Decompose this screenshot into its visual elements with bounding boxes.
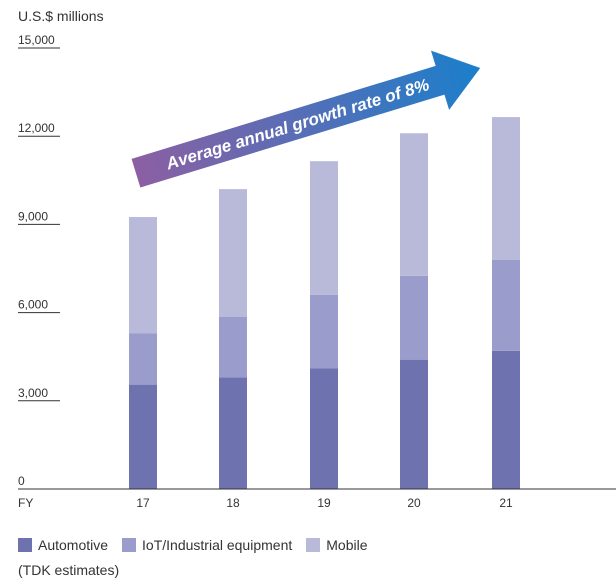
x-tick-label: 18 — [226, 496, 240, 510]
estimate-note: (TDK estimates) — [18, 562, 120, 578]
bar-segment-automotive-fy17 — [129, 384, 157, 489]
stacked-bar-chart: 0 3,000 6,000 9,000 12,000 15,000 FY 17 18 19 20… — [18, 33, 616, 510]
bar-segment-iot-fy18 — [219, 317, 247, 378]
bar-segment-mobile-fy17 — [129, 217, 157, 334]
x-axis-prefix: FY — [18, 496, 33, 510]
x-axis-labels: 17 18 19 20 21 — [136, 496, 513, 510]
legend-swatch-automotive — [18, 538, 32, 552]
y-axis-ticks: 0 3,000 6,000 9,000 12,000 15,000 — [18, 33, 60, 488]
y-tick-label: 3,000 — [18, 386, 48, 400]
growth-arrow-shape — [131, 50, 481, 188]
y-axis-unit-label: U.S.$ millions — [18, 8, 104, 24]
x-tick-label: 20 — [407, 496, 421, 510]
growth-arrow: Average annual growth rate of 8% — [131, 50, 481, 188]
legend-swatch-mobile — [306, 538, 321, 552]
bar-segment-automotive-fy20 — [400, 359, 428, 489]
y-tick-label: 0 — [18, 474, 25, 488]
bar-segment-automotive-fy18 — [219, 377, 247, 489]
bar-segment-iot-fy21 — [492, 259, 520, 351]
bar-segment-automotive-fy21 — [492, 350, 520, 489]
bar-segment-mobile-fy21 — [492, 117, 520, 260]
growth-annotation: Average annual growth rate of 8% — [163, 75, 431, 174]
x-tick-label: 19 — [317, 496, 331, 510]
legend-swatch-iot — [122, 538, 137, 552]
legend-label-mobile: Mobile — [326, 537, 368, 553]
x-tick-label: 17 — [136, 496, 150, 510]
y-tick-label: 9,000 — [18, 209, 48, 223]
x-tick-label: 21 — [499, 496, 513, 510]
y-tick-label: 12,000 — [18, 121, 55, 135]
bar-segment-mobile-fy19 — [310, 161, 338, 295]
bars — [129, 117, 520, 489]
bar-segment-iot-fy17 — [129, 333, 157, 385]
y-tick-label: 15,000 — [18, 33, 55, 47]
bar-segment-mobile-fy18 — [219, 189, 247, 318]
legend-label-iot: IoT/Industrial equipment — [142, 537, 293, 553]
bar-segment-mobile-fy20 — [400, 133, 428, 276]
legend-item-iot: IoT/Industrial equipment — [122, 537, 292, 553]
legend-item-automotive: Automotive — [18, 537, 108, 553]
bar-segment-iot-fy20 — [400, 275, 428, 360]
bar-segment-automotive-fy19 — [310, 368, 338, 489]
y-tick-label: 6,000 — [18, 298, 48, 312]
legend-item-mobile: Mobile — [306, 537, 368, 553]
legend: Automotive IoT/Industrial equipment Mobi… — [18, 537, 382, 553]
bar-segment-iot-fy19 — [310, 294, 338, 369]
legend-label-automotive: Automotive — [38, 537, 109, 553]
